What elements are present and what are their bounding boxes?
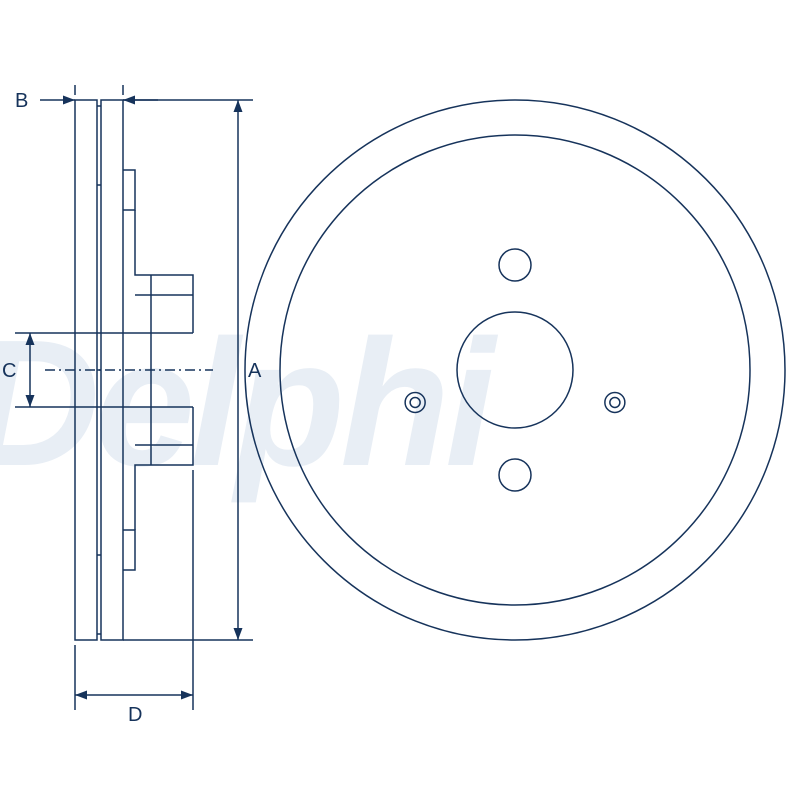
dimension-labels: A B C D xyxy=(2,90,262,726)
svg-text:A: A xyxy=(248,360,262,382)
svg-text:C: C xyxy=(2,360,16,382)
technical-drawing xyxy=(15,85,785,710)
svg-text:B: B xyxy=(15,90,28,112)
diagram-svg: A B C D xyxy=(0,0,800,800)
svg-text:D: D xyxy=(128,704,142,726)
